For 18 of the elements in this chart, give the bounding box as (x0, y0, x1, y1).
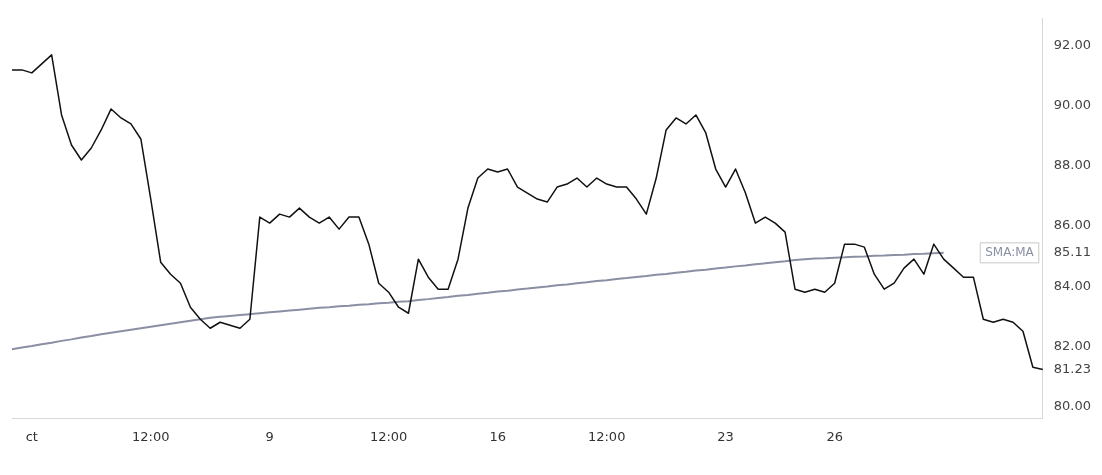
y-tick-label: 86.00 (1053, 217, 1091, 233)
y-tick-label: 88.00 (1053, 157, 1091, 173)
y-tick-label: 82.00 (1053, 337, 1091, 353)
x-tick-label: 9 (265, 428, 274, 444)
text: SMA:MA (985, 244, 1035, 259)
x-tick-label: 23 (717, 428, 734, 444)
x-tick-label: 12:00 (587, 428, 626, 444)
y-tick-label: 80.00 (1053, 397, 1091, 413)
y-tick-label: 85.11 (1053, 244, 1091, 260)
y-tick-label: 84.00 (1053, 277, 1091, 293)
x-tick-label: 26 (826, 428, 843, 444)
x-tick-label: 12:00 (369, 428, 408, 444)
y-tick-label: 81.23 (1053, 360, 1091, 376)
y-tick-label: 90.00 (1053, 97, 1091, 113)
x-tick-label: 16 (489, 428, 506, 444)
x-tick-label: ct (25, 428, 38, 444)
x-tick-label: 12:00 (132, 428, 170, 444)
y-tick-label: 92.00 (1053, 37, 1091, 53)
